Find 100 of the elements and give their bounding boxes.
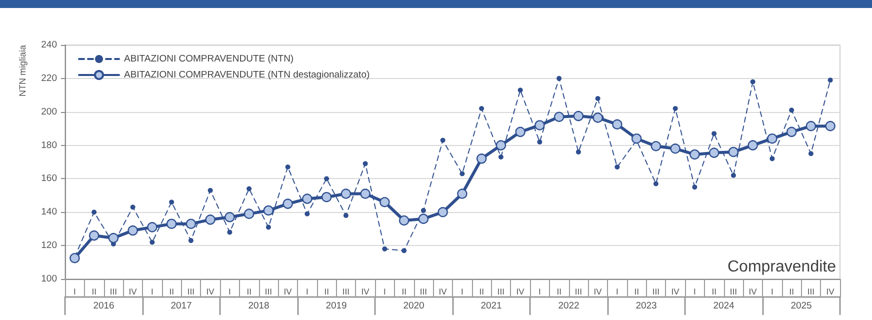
point: [70, 253, 80, 264]
x-tick-label: II: [324, 286, 329, 296]
x-tick-label: I: [616, 286, 618, 296]
x-tick-label: I: [151, 286, 154, 296]
point: [150, 240, 155, 245]
y-tick-label: 180: [41, 140, 57, 151]
point: [340, 188, 352, 199]
point: [650, 141, 662, 152]
point: [302, 194, 312, 204]
point: [282, 198, 293, 209]
point: [612, 119, 622, 130]
point: [730, 172, 736, 178]
point: [420, 208, 426, 213]
point: [382, 246, 388, 252]
point: [576, 149, 581, 154]
x-tick-label: II: [246, 286, 252, 296]
point: [670, 144, 680, 154]
x-tick-label: III: [264, 286, 272, 296]
point: [440, 138, 446, 143]
point: [108, 232, 119, 244]
point: [653, 181, 658, 186]
point: [515, 126, 526, 138]
point: [362, 161, 368, 166]
point: [748, 140, 758, 150]
x-tick-label: III: [420, 286, 427, 296]
x-tick-label: I: [771, 286, 774, 296]
x-tick-label: IV: [438, 286, 448, 296]
point: [343, 212, 348, 218]
point: [825, 120, 836, 132]
point: [534, 120, 545, 130]
point: [595, 96, 600, 101]
x-tick-label: II: [169, 286, 174, 296]
x-tick-label: I: [228, 286, 231, 296]
text: 2017: [170, 300, 192, 312]
text: 2016: [93, 300, 114, 312]
text: 2021: [480, 300, 502, 312]
y-tick-label: 200: [41, 106, 57, 118]
x-tick-label: IV: [748, 286, 758, 296]
point: [360, 188, 370, 199]
point: [438, 207, 448, 218]
point: [828, 78, 833, 83]
text: 2018: [248, 300, 270, 312]
x-tick-label: I: [306, 286, 308, 296]
point: [166, 218, 177, 229]
text: 2022: [558, 300, 580, 312]
point: [224, 212, 235, 222]
point: [479, 106, 484, 112]
point: [285, 164, 290, 170]
point: [496, 140, 506, 150]
x-tick-label: I: [384, 286, 386, 296]
x-tick-label: III: [187, 286, 194, 296]
point: [205, 214, 216, 225]
point: [789, 108, 794, 113]
point: [398, 215, 410, 226]
x-tick-label: III: [110, 286, 117, 296]
point: [263, 205, 274, 216]
x-tick-label: IV: [284, 286, 292, 296]
text: 2019: [326, 300, 347, 312]
point: [402, 248, 407, 254]
point: [672, 106, 678, 112]
point: [227, 230, 232, 235]
legend-label: ABITAZIONI COMPRAVENDUTE (NTN destagionalizzato): [124, 70, 370, 80]
point: [130, 204, 136, 210]
x-tick-label: II: [634, 286, 639, 296]
point: [806, 120, 816, 132]
x-tick-label: I: [538, 286, 541, 296]
point: [770, 156, 775, 162]
point: [188, 238, 194, 244]
point: [460, 171, 465, 176]
point: [692, 184, 698, 190]
point: [128, 225, 138, 236]
x-tick-label: II: [712, 286, 716, 296]
x-tick-label: III: [574, 286, 582, 296]
x-tick-label: IV: [594, 286, 602, 296]
point: [88, 230, 100, 241]
point: [380, 197, 390, 208]
point: [169, 200, 174, 205]
point: [476, 154, 487, 164]
x-tick-label: II: [402, 286, 406, 296]
point: [186, 218, 196, 229]
x-tick-label: III: [497, 286, 504, 296]
y-tick-label: 160: [41, 173, 57, 184]
point: [246, 186, 252, 192]
x-tick-label: III: [807, 286, 814, 296]
x-tick-label: IV: [671, 286, 680, 296]
point: [498, 154, 504, 160]
point: [614, 164, 620, 170]
x-tick-label: IV: [206, 286, 215, 296]
text: 2025: [790, 300, 812, 312]
text: 2020: [403, 300, 424, 312]
point: [712, 131, 717, 136]
x-tick-label: II: [92, 286, 96, 296]
point: [518, 88, 523, 93]
legend-label: ABITAZIONI COMPRAVENDUTE (NTN): [124, 54, 294, 64]
y-tick-label: 240: [41, 40, 57, 50]
point: [147, 222, 158, 232]
point: [728, 146, 739, 158]
x-tick-label: IV: [826, 286, 835, 296]
point: [304, 211, 310, 216]
point: [708, 148, 720, 158]
